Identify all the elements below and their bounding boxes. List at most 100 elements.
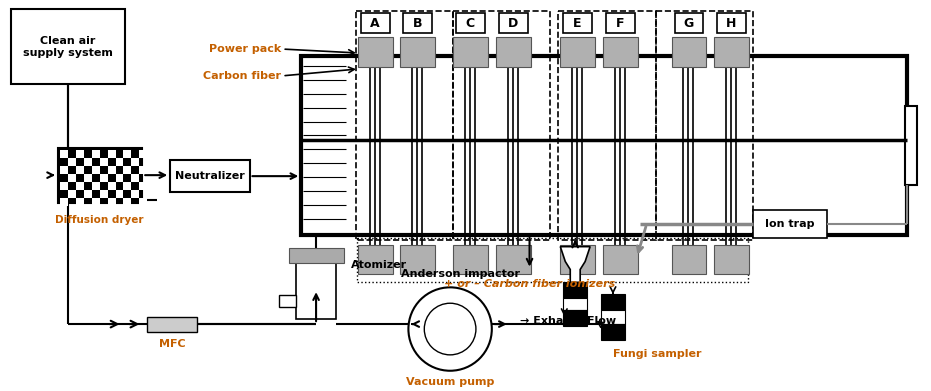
Bar (131, 190, 140, 198)
Bar (671, 37, 707, 67)
Circle shape (425, 303, 476, 355)
Bar (400, 245, 435, 274)
Bar (60, 166, 68, 174)
Bar (75, 150, 84, 158)
Bar (563, 310, 587, 326)
Bar (124, 182, 131, 190)
Bar (453, 11, 550, 240)
Bar (140, 198, 147, 206)
Circle shape (409, 287, 492, 371)
Bar (453, 37, 488, 67)
Bar (358, 245, 393, 274)
Bar (563, 282, 587, 298)
Bar (358, 37, 393, 67)
Text: Carbon fiber: Carbon fiber (203, 71, 281, 81)
Bar (714, 37, 749, 67)
Text: Clean air
supply system: Clean air supply system (23, 36, 113, 58)
Bar (496, 245, 531, 274)
Bar (60, 150, 68, 158)
Bar (75, 182, 84, 190)
Bar (91, 182, 100, 190)
Bar (714, 245, 749, 274)
Bar (100, 174, 108, 182)
Bar (279, 295, 296, 307)
Text: C: C (466, 17, 475, 30)
Bar (753, 210, 828, 238)
Bar (400, 37, 435, 67)
Bar (296, 255, 336, 319)
Bar (560, 245, 595, 274)
Bar (84, 174, 91, 182)
Bar (356, 11, 453, 240)
Bar (124, 150, 131, 158)
Bar (140, 150, 147, 158)
Text: Vacuum pump: Vacuum pump (406, 377, 494, 387)
Bar (140, 166, 147, 174)
Text: H: H (726, 17, 736, 30)
Text: A: A (370, 17, 380, 30)
Bar (124, 198, 131, 206)
Bar (84, 158, 91, 166)
Bar (60, 182, 68, 190)
Bar (170, 160, 250, 192)
Bar (100, 158, 108, 166)
Bar (91, 150, 100, 158)
Text: F: F (615, 17, 624, 30)
Bar (11, 9, 126, 84)
Bar (60, 198, 68, 206)
Text: G: G (683, 17, 694, 30)
Bar (603, 245, 638, 274)
Text: + or – Carbon fiber ionizers: + or – Carbon fiber ionizers (444, 280, 615, 289)
Bar (563, 298, 587, 310)
Bar (290, 248, 344, 262)
Bar (453, 245, 488, 274)
Bar (68, 158, 75, 166)
Bar (357, 238, 748, 282)
Text: MFC: MFC (159, 339, 185, 349)
Text: Atomizer: Atomizer (351, 260, 407, 269)
Text: Anderson impactor: Anderson impactor (400, 269, 519, 280)
Bar (560, 37, 595, 67)
Text: Neutralizer: Neutralizer (175, 171, 245, 181)
Bar (115, 190, 124, 198)
Polygon shape (560, 247, 590, 282)
Bar (115, 174, 124, 182)
Bar (496, 37, 531, 67)
Bar (403, 13, 432, 33)
Text: → Exhaust Flow: → Exhaust Flow (519, 316, 615, 326)
Bar (108, 150, 115, 158)
Bar (606, 13, 635, 33)
Bar (655, 11, 753, 240)
Bar (905, 106, 917, 185)
Bar (601, 310, 625, 324)
Bar (58, 148, 142, 203)
Bar (717, 13, 746, 33)
Bar (131, 158, 140, 166)
Bar (124, 166, 131, 174)
Bar (91, 166, 100, 174)
Bar (301, 56, 907, 235)
Bar (108, 166, 115, 174)
Bar (131, 174, 140, 182)
Bar (674, 13, 703, 33)
Bar (91, 198, 100, 206)
Bar (108, 198, 115, 206)
Bar (499, 13, 528, 33)
Bar (360, 13, 389, 33)
Text: Ion trap: Ion trap (765, 219, 815, 229)
Bar (68, 174, 75, 182)
Bar (115, 158, 124, 166)
Bar (563, 13, 592, 33)
Bar (84, 190, 91, 198)
Bar (559, 11, 655, 240)
Text: D: D (507, 17, 518, 30)
Text: E: E (573, 17, 582, 30)
Bar (108, 182, 115, 190)
Bar (100, 190, 108, 198)
Text: B: B (412, 17, 422, 30)
Bar (75, 198, 84, 206)
Bar (603, 37, 638, 67)
Text: Diffusion dryer: Diffusion dryer (55, 215, 144, 225)
Bar (601, 324, 625, 340)
Bar (140, 182, 147, 190)
